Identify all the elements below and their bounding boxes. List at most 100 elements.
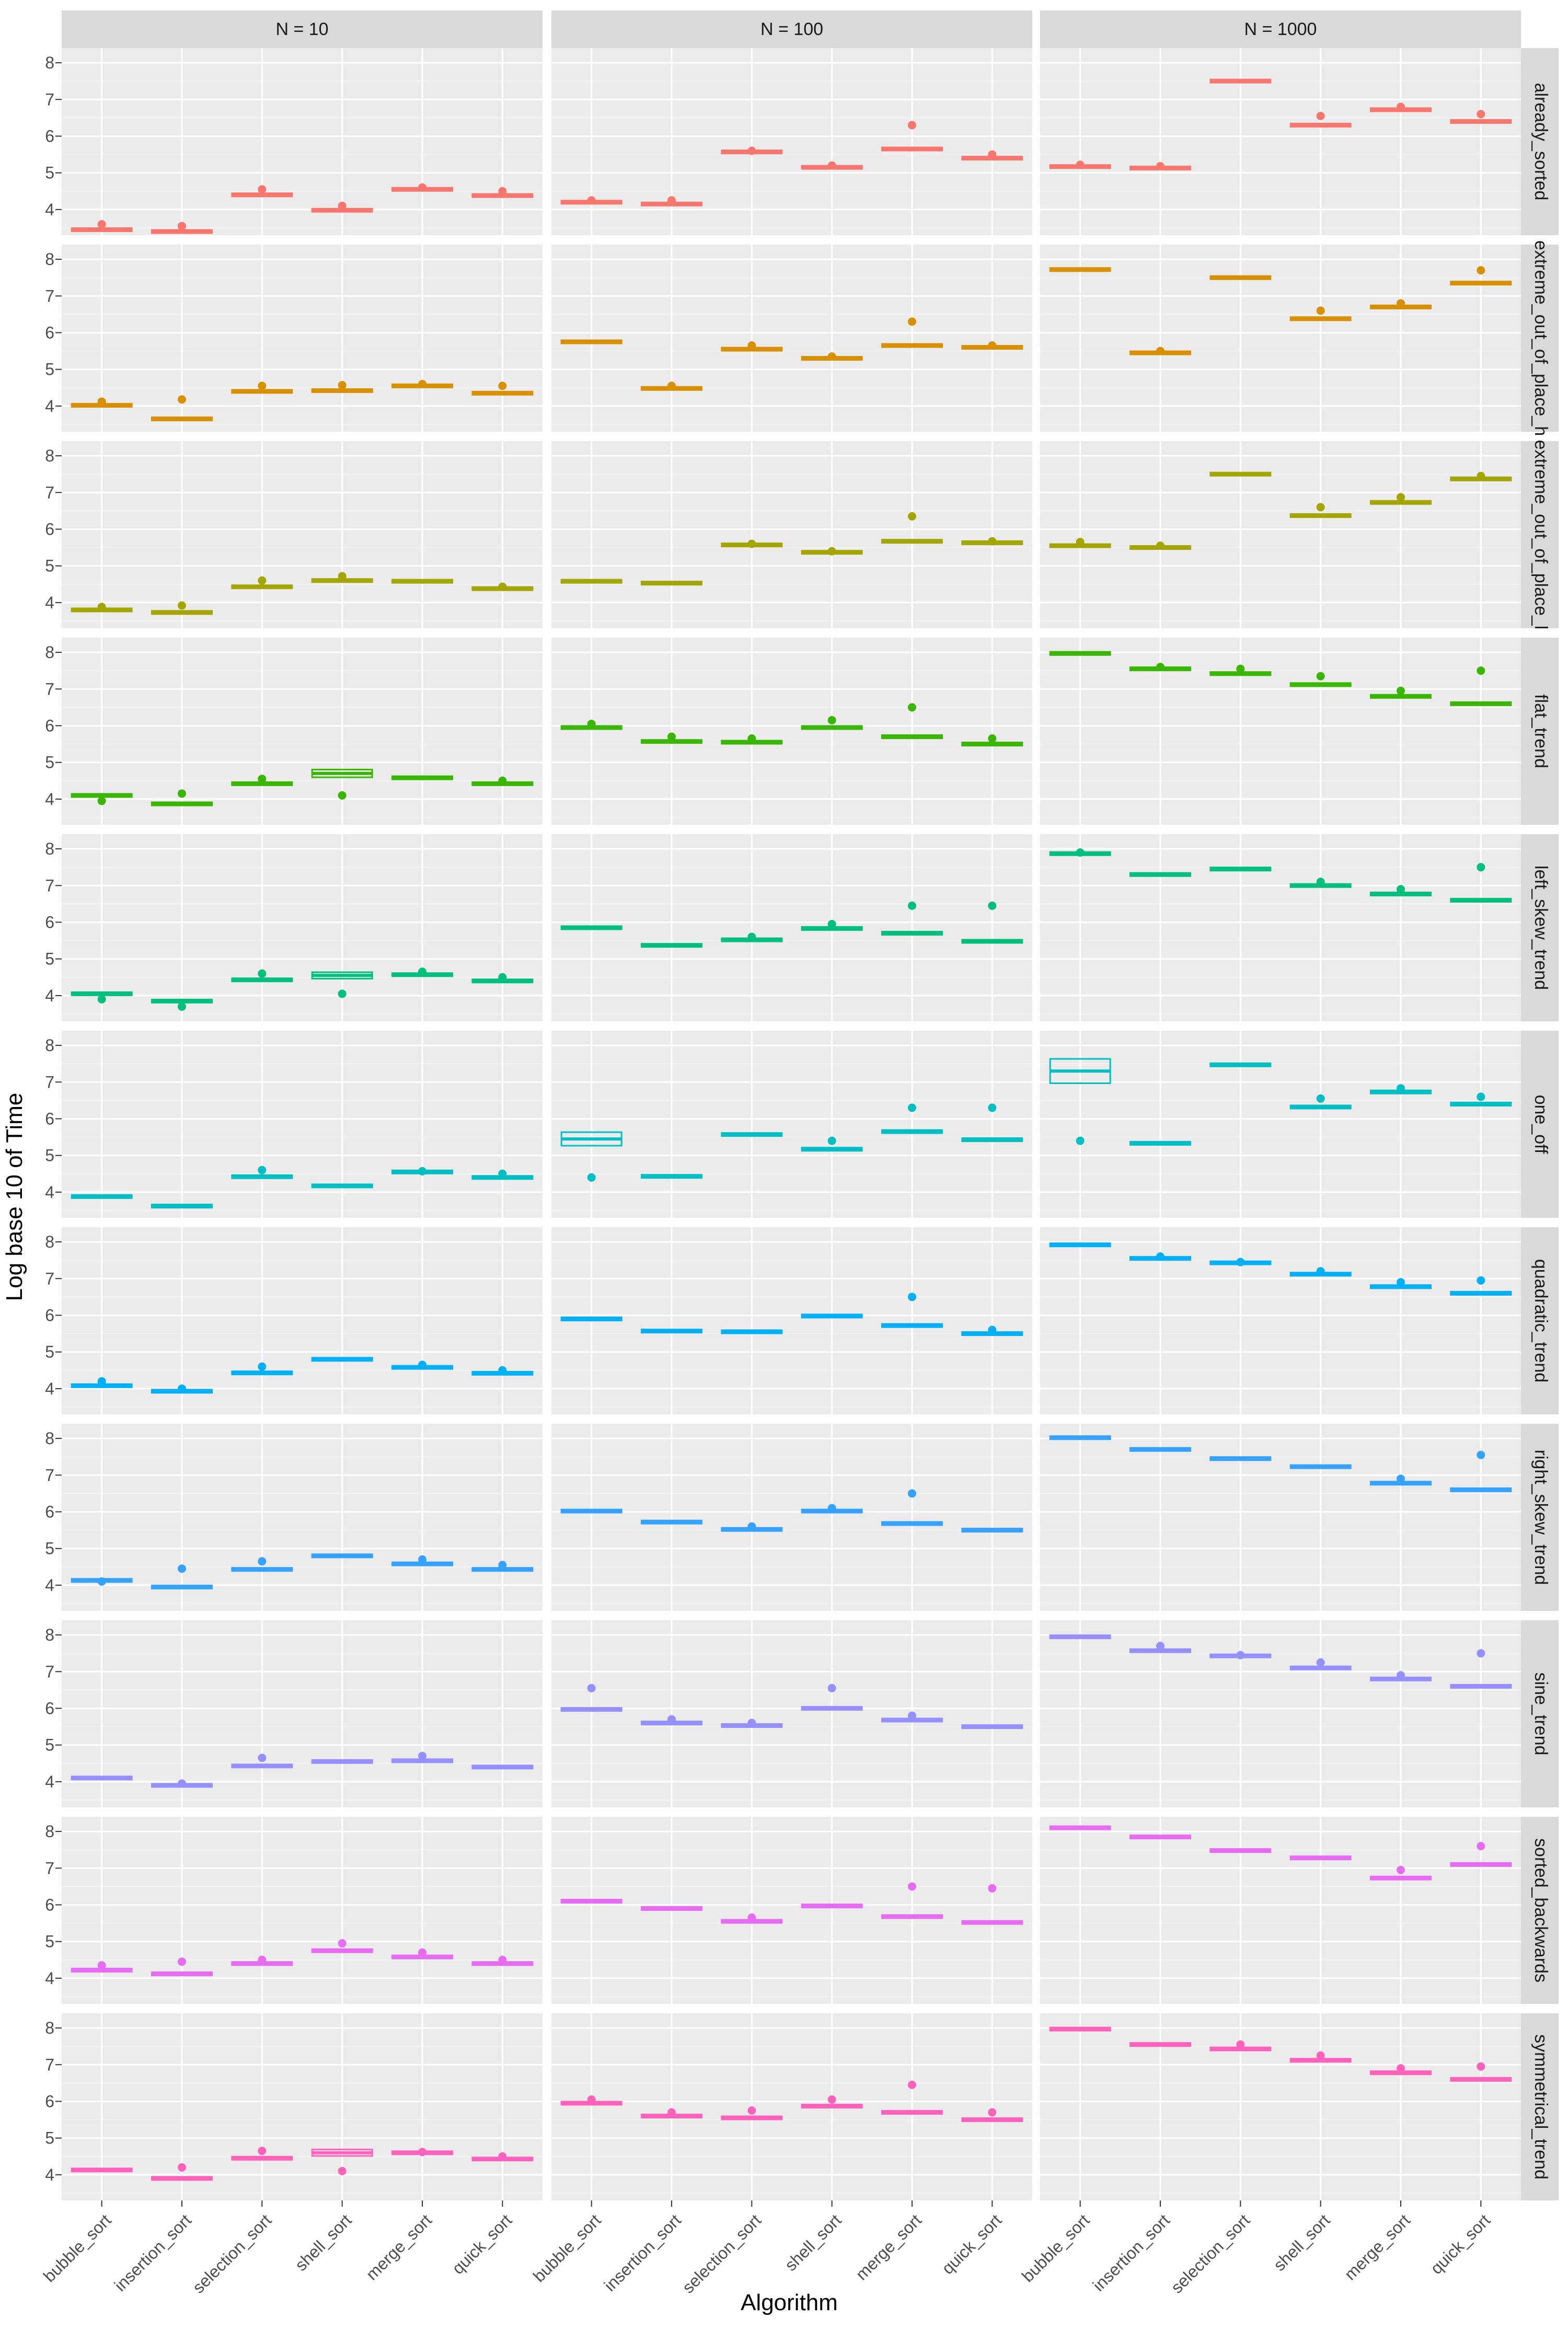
outlier-point xyxy=(258,185,267,194)
outlier-point xyxy=(1316,1658,1325,1667)
y-tick-label: 4 xyxy=(45,397,54,416)
outlier-point xyxy=(498,582,507,591)
outlier-point xyxy=(178,601,186,610)
row-strip-label: right_skew_trend xyxy=(1531,1450,1551,1585)
outlier-point xyxy=(587,1173,596,1182)
y-tick-label: 7 xyxy=(45,876,54,895)
panel-background xyxy=(1040,48,1521,235)
outlier-point xyxy=(1477,471,1485,480)
outlier-point xyxy=(1477,1092,1485,1101)
outlier-point xyxy=(418,967,426,976)
row-strip-label: left_skew_trend xyxy=(1531,866,1551,990)
outlier-point xyxy=(258,1362,267,1371)
outlier-point xyxy=(1397,299,1405,308)
y-tick-label: 6 xyxy=(45,1699,54,1717)
outlier-point xyxy=(747,1913,756,1922)
panel-background xyxy=(551,1817,1032,2004)
row-strip xyxy=(1521,1031,1559,1218)
outlier-point xyxy=(908,121,916,130)
outlier-point xyxy=(1236,2040,1245,2049)
outlier-point xyxy=(97,1377,106,1386)
panel-background xyxy=(551,1227,1032,1414)
outlier-point xyxy=(747,734,756,743)
row-strip xyxy=(1521,1620,1559,1807)
y-tick-label: 6 xyxy=(45,2092,54,2111)
panel-background xyxy=(1040,245,1521,432)
row-strip-label: sorted_backwards xyxy=(1531,1838,1551,1982)
outlier-point xyxy=(908,1882,916,1891)
panel-background xyxy=(62,1031,543,1218)
row-strip xyxy=(1521,48,1559,235)
panel-background xyxy=(1040,2013,1521,2200)
y-tick-label: 6 xyxy=(45,323,54,342)
row-strip xyxy=(1521,2013,1559,2200)
panel-background xyxy=(1040,1620,1521,1807)
y-tick-label: 6 xyxy=(45,1502,54,1521)
row-strip-label: one_off xyxy=(1531,1095,1551,1154)
y-tick-label: 8 xyxy=(45,1625,54,1644)
facet-panels: N = 10 N = 100 N = 1000 already_sorted 4 5 6 7 8… xyxy=(40,10,1559,2297)
y-tick-label: 5 xyxy=(45,1146,54,1165)
outlier-point xyxy=(1397,686,1405,695)
y-tick-label: 8 xyxy=(45,446,54,465)
row-strip-label: flat_trend xyxy=(1531,694,1551,768)
outlier-point xyxy=(827,547,836,556)
y-tick-label: 8 xyxy=(45,839,54,858)
outlier-point xyxy=(418,1167,426,1175)
outlier-point xyxy=(1397,1084,1405,1093)
y-tick-label: 4 xyxy=(45,1772,54,1791)
outlier-point xyxy=(908,512,916,521)
outlier-point xyxy=(1076,538,1085,547)
outlier-point xyxy=(667,2108,676,2117)
row-strip xyxy=(1521,1424,1559,1611)
outlier-point xyxy=(1156,347,1165,355)
outlier-point xyxy=(1156,1642,1165,1651)
outlier-point xyxy=(498,382,507,390)
panel-background xyxy=(551,48,1032,235)
row-strip-label: extreme_out_of_place_h xyxy=(1531,240,1551,436)
outlier-point xyxy=(988,150,997,159)
outlier-point xyxy=(1397,102,1405,111)
outlier-point xyxy=(97,603,106,612)
y-tick-label: 7 xyxy=(45,90,54,109)
outlier-point xyxy=(1316,2051,1325,2060)
y-tick-label: 7 xyxy=(45,1662,54,1681)
y-tick-label: 5 xyxy=(45,753,54,772)
column-strip xyxy=(62,10,543,48)
outlier-point xyxy=(1477,863,1485,872)
outlier-point xyxy=(667,382,676,390)
outlier-point xyxy=(178,789,186,798)
outlier-point xyxy=(1316,878,1325,886)
outlier-point xyxy=(258,775,267,783)
y-tick-label: 4 xyxy=(45,2165,54,2184)
panel-background xyxy=(62,1620,543,1807)
outlier-point xyxy=(908,1489,916,1498)
outlier-point xyxy=(827,161,836,170)
outlier-point xyxy=(1316,1267,1325,1276)
row-strip xyxy=(1521,1227,1559,1414)
y-tick-label: 5 xyxy=(45,1539,54,1558)
row-strip xyxy=(1521,1817,1559,2004)
outlier-point xyxy=(1156,162,1165,171)
outlier-point xyxy=(1236,1258,1245,1266)
outlier-point xyxy=(827,1504,836,1513)
outlier-point xyxy=(178,1779,186,1788)
outlier-point xyxy=(827,352,836,361)
outlier-point xyxy=(747,341,756,350)
panel-background xyxy=(551,1620,1032,1807)
y-tick-label: 6 xyxy=(45,1306,54,1324)
outlier-point xyxy=(1316,111,1325,120)
outlier-point xyxy=(1477,266,1485,275)
outlier-point xyxy=(498,776,507,785)
y-tick-label: 4 xyxy=(45,790,54,809)
outlier-point xyxy=(97,1961,106,1970)
y-tick-label: 5 xyxy=(45,1343,54,1362)
outlier-point xyxy=(747,932,756,941)
outlier-point xyxy=(498,1366,507,1375)
panel-background xyxy=(62,2013,543,2200)
outlier-point xyxy=(908,1293,916,1301)
y-tick-label: 7 xyxy=(45,1859,54,1877)
outlier-point xyxy=(258,1955,267,1964)
outlier-point xyxy=(418,2148,426,2157)
panel-background xyxy=(1040,638,1521,825)
